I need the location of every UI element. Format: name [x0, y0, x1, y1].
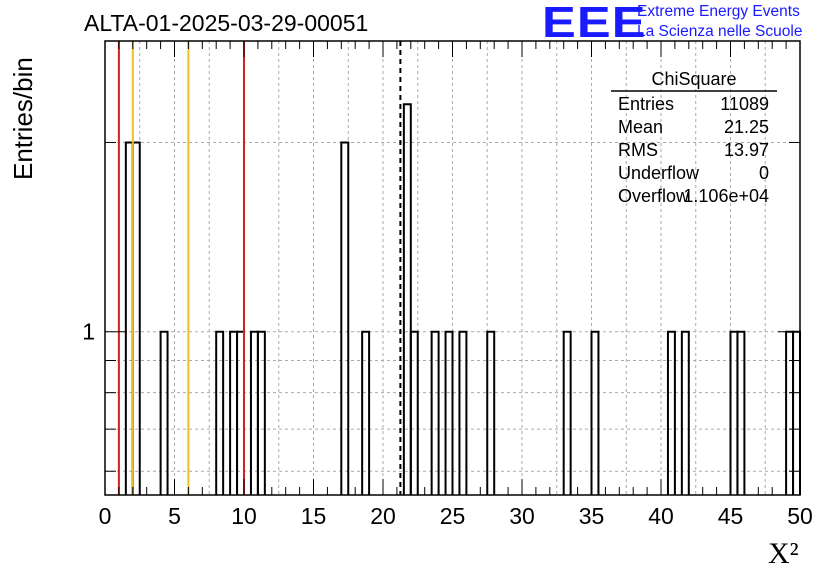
- histogram-bin: [486, 330, 496, 495]
- x-tick-label: 30: [509, 503, 535, 529]
- x-tick-label: 40: [648, 503, 674, 529]
- plot-frame: 0 5 10 15 20 25 30 35 40 45 50 1: [82, 40, 813, 529]
- x-tick-label: 45: [718, 503, 744, 529]
- histogram-bin: [562, 330, 572, 495]
- histogram-bin: [249, 330, 259, 495]
- stats-row-value: 13.97: [724, 140, 769, 160]
- histogram-bin: [256, 330, 266, 495]
- stats-row-label: Overflow: [618, 186, 690, 206]
- x-tick-label: 15: [301, 503, 327, 529]
- histogram-bin: [131, 141, 141, 495]
- eee-logo-line1: Extreme Energy Events: [637, 3, 800, 20]
- histogram-bin: [229, 330, 239, 495]
- histogram-bin: [792, 330, 801, 495]
- y-axis-label: Entries/bin: [8, 57, 38, 180]
- histogram-bin: [785, 330, 795, 495]
- x-tick-label: 0: [99, 503, 112, 529]
- eee-logo: EEE: [542, 0, 647, 47]
- histogram-layer: [124, 103, 801, 495]
- histogram-bin: [361, 330, 371, 495]
- x-tick-label: 50: [787, 503, 813, 529]
- histogram-bin: [402, 103, 412, 495]
- stats-row-label: Entries: [618, 94, 674, 114]
- histogram-bin: [680, 330, 690, 495]
- stats-box-title: ChiSquare: [651, 69, 736, 89]
- plot-title: ALTA-01-2025-03-29-00051: [84, 10, 369, 36]
- stats-row-label: Underflow: [618, 163, 700, 183]
- stats-row-value: 0: [759, 163, 769, 183]
- stats-box: ChiSquare Entries 11089 Mean 21.25 RMS 13.97 Un…: [611, 69, 777, 206]
- stats-row-label: RMS: [618, 140, 658, 160]
- y-tick-label: 1: [82, 319, 95, 345]
- histogram-bin: [444, 330, 454, 495]
- eee-logo-line2: La Scienza nelle Scuole: [637, 23, 803, 40]
- x-tick-label: 5: [168, 503, 181, 529]
- histogram-bin: [666, 330, 676, 495]
- x-tick-label: 20: [370, 503, 396, 529]
- histogram-bin: [736, 330, 746, 495]
- stats-row-value: 1.106e+04: [683, 186, 769, 206]
- threshold-lines: [117, 41, 402, 495]
- histogram-bin: [590, 330, 600, 495]
- histogram-bin: [236, 330, 245, 495]
- stats-row-value: 21.25: [724, 117, 769, 137]
- histogram-bin: [729, 330, 739, 495]
- stats-row-label: Mean: [618, 117, 663, 137]
- histogram-bin: [340, 141, 350, 495]
- x-tick-label: 25: [440, 503, 466, 529]
- x-tick-label: 35: [579, 503, 605, 529]
- histogram-bin: [430, 330, 440, 495]
- histogram-bin: [458, 330, 468, 495]
- histogram-bin: [159, 330, 169, 495]
- histogram-bin: [409, 330, 419, 495]
- stats-row-value: 11089: [720, 94, 769, 114]
- histogram-bin: [215, 330, 225, 495]
- histogram-bin: [124, 141, 134, 495]
- x-tick-label: 10: [231, 503, 257, 529]
- x-axis-label: X²: [768, 537, 799, 570]
